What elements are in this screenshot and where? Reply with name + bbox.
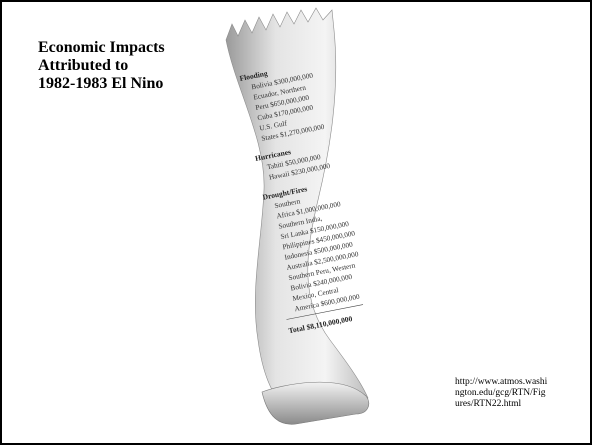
source-line: http://www.atmos.washi	[455, 377, 548, 387]
title-line: 1982-1983 El Nino	[38, 75, 163, 92]
source-line: ngton.edu/gcg/RTN/Fig	[455, 388, 546, 398]
title-line: Attributed to	[38, 57, 128, 74]
source-url: http://www.atmos.washington.edu/gcg/RTN/…	[455, 377, 548, 409]
source-line: ures/RTN22.html	[455, 399, 522, 409]
total-rule	[286, 304, 364, 320]
receipt-paper	[225, 7, 369, 419]
title-line: Economic Impacts	[38, 39, 165, 56]
receipt-curl	[261, 381, 369, 425]
